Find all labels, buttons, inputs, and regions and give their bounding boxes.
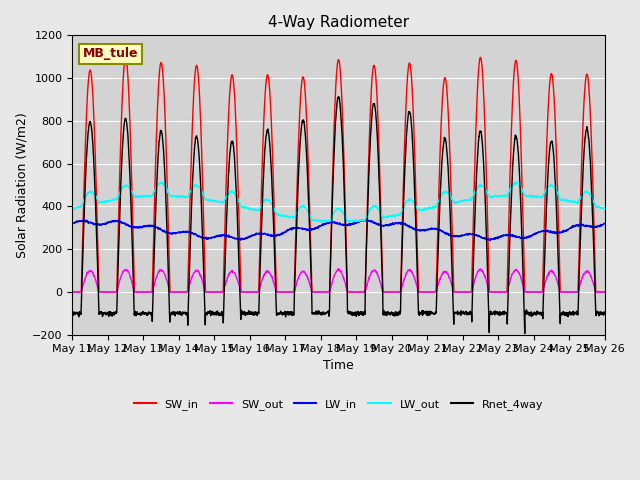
Rnet_4way [335,94,342,100]
Line: SW_in: SW_in [72,58,605,292]
Rnet_4way [493,311,501,316]
SW_in [554,196,562,202]
LW_in [569,223,577,228]
Line: LW_out: LW_out [72,182,605,222]
Rnet_4way [217,312,225,318]
SW_in [569,289,577,295]
LW_out [217,200,225,206]
LW_out [512,179,520,185]
LW_out [601,204,609,210]
Text: MB_tule: MB_tule [83,48,138,60]
LW_in [486,238,493,243]
SW_in [68,289,76,295]
LW_in [217,233,225,239]
SW_out [217,289,225,295]
LW_in [601,221,609,227]
Title: 4-Way Radiometer: 4-Way Radiometer [268,15,409,30]
Rnet_4way [354,310,362,316]
LW_in [365,218,373,224]
Rnet_4way [521,331,529,336]
LW_out [317,219,325,225]
LW_out [354,217,362,223]
SW_out [335,266,342,272]
LW_out [68,205,76,211]
Line: LW_in: LW_in [72,220,605,240]
LW_out [493,194,501,200]
SW_in [217,289,225,295]
SW_out [68,289,76,295]
SW_in [601,289,609,295]
SW_out [554,281,562,287]
LW_in [354,219,362,225]
SW_out [569,289,577,295]
Line: SW_out: SW_out [72,269,605,292]
Rnet_4way [68,311,76,316]
Legend: SW_in, SW_out, LW_in, LW_out, Rnet_4way: SW_in, SW_out, LW_in, LW_out, Rnet_4way [129,394,548,414]
LW_in [68,221,76,227]
SW_out [354,289,362,295]
Rnet_4way [365,156,373,162]
Line: Rnet_4way: Rnet_4way [72,97,605,334]
LW_out [569,198,577,204]
SW_out [493,289,501,295]
LW_in [358,217,365,223]
SW_in [365,139,373,145]
LW_in [554,230,562,236]
SW_in [493,289,501,295]
LW_out [365,209,373,215]
SW_in [477,55,484,60]
X-axis label: Time: Time [323,359,354,372]
SW_in [354,289,362,295]
Y-axis label: Solar Radiation (W/m2): Solar Radiation (W/m2) [15,112,28,258]
Rnet_4way [554,252,562,257]
SW_out [365,275,373,281]
SW_out [601,289,609,295]
Rnet_4way [569,311,577,316]
LW_out [554,192,562,197]
LW_in [493,235,501,241]
Rnet_4way [601,311,609,317]
